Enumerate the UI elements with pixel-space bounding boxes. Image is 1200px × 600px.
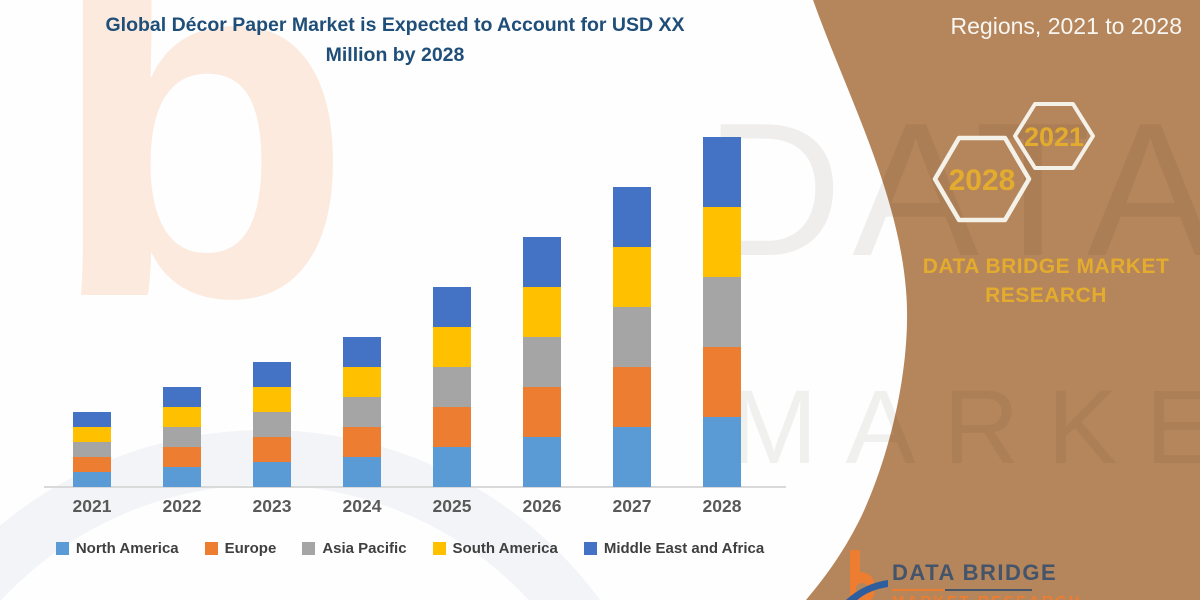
brand-text: DATA BRIDGE MARKET RESEARCH [922,255,1170,308]
legend-label: Asia Pacific [322,540,407,557]
bar-2021 [73,412,111,487]
bar-segment [73,442,111,457]
legend-label: Middle East and Africa [603,540,765,557]
bar-segment [613,367,651,427]
bar-segment [433,367,471,407]
bar-segment [433,447,471,487]
bar-segment [703,277,741,347]
legend-item: Asia Pacific [302,540,407,557]
bar-segment [523,337,561,387]
legend-item: South America [432,540,558,557]
bar-segment [163,467,201,487]
legend-label: North America [75,540,179,557]
bar-segment [73,472,111,487]
x-axis-label: 2024 [342,496,382,516]
bar-segment [73,427,111,442]
footer-brand-line2: MARKET RESEARCH [892,593,1082,600]
x-axis-label: 2021 [72,496,112,516]
bar-2024 [343,337,381,487]
bar-segment [433,287,471,327]
legend-label: Europe [224,540,277,557]
bar-segment [163,447,201,467]
bar-2027 [613,187,651,487]
x-axis-label: 2026 [522,496,562,516]
hexagon-2028-label: 2028 [948,164,1016,197]
hexagon-2021 [1013,102,1095,170]
footer-brand-underline [892,589,1032,591]
x-axis-label: 2025 [432,496,472,516]
bar-segment [523,237,561,287]
bar-segment [523,437,561,487]
legend-swatch-icon [55,542,69,555]
watermark-text-bottom: MARKET RESEARCH [730,369,1200,486]
bar-segment [253,362,291,387]
bar-2025 [433,287,471,487]
bar-segment [73,457,111,472]
watermark-text-top: DATA BRIDGE [705,84,1200,296]
bar-segment [343,427,381,457]
x-axis-line [44,486,786,488]
legend-swatch-icon [302,542,316,555]
bar-segment [703,347,741,417]
bar-segment [613,427,651,487]
footer-brand-line1: DATA BRIDGE [892,560,1058,585]
bar-segment [613,307,651,367]
legend-swatch-icon [583,542,597,555]
chart-title-line1: Global Décor Paper Market is Expected to… [105,14,685,36]
bar-segment [703,207,741,277]
bar-segment [523,287,561,337]
bar-segment [253,462,291,487]
legend-item: Middle East and Africa [583,540,765,557]
bar-segment [163,387,201,407]
x-axis-label: 2028 [702,496,742,516]
bar-segment [613,247,651,307]
bar-segment [253,412,291,437]
data-bridge-logo-icon [846,550,888,600]
bar-segment [163,407,201,427]
bar-segment [523,387,561,437]
bar-segment [253,387,291,412]
chart-title: Global Décor Paper Market is Expected to… [60,10,730,70]
bar-segment [343,337,381,367]
legend-label: South America [452,540,558,557]
bar-segment [433,407,471,447]
right-panel-heading: Regions, 2021 to 2028 [950,13,1182,39]
bar-segment [163,427,201,447]
chart-title-line2: Million by 2028 [325,44,465,67]
x-axis-label: 2022 [162,496,202,516]
bar-2026 [523,237,561,487]
x-axis-label: 2023 [252,496,292,516]
bar-segment [613,187,651,247]
bar-2022 [163,387,201,487]
chart-legend: North America Europe Asia Pacific South Ame… [30,540,790,557]
legend-swatch-icon [432,542,446,555]
bar-segment [703,417,741,487]
legend-swatch-icon [204,542,218,555]
bar-2023 [253,362,291,487]
stacked-bar-chart: 2021 2022 2023 2024 2025 2026 2027 2028 [44,137,786,516]
x-axis-label: 2027 [612,496,652,516]
bar-segment [73,412,111,427]
hexagon-2021-label: 2021 [1023,122,1085,152]
watermark-logo-b: b [48,0,354,401]
hexagon-2028 [932,135,1032,223]
bar-segment [253,437,291,462]
bar-segment [703,137,741,207]
bar-segment [343,457,381,487]
bar-segment [343,397,381,427]
bar-2028 [703,137,741,487]
legend-item: North America [55,540,179,557]
bar-segment [433,327,471,367]
legend-item: Europe [204,540,277,557]
bar-segment [343,367,381,397]
